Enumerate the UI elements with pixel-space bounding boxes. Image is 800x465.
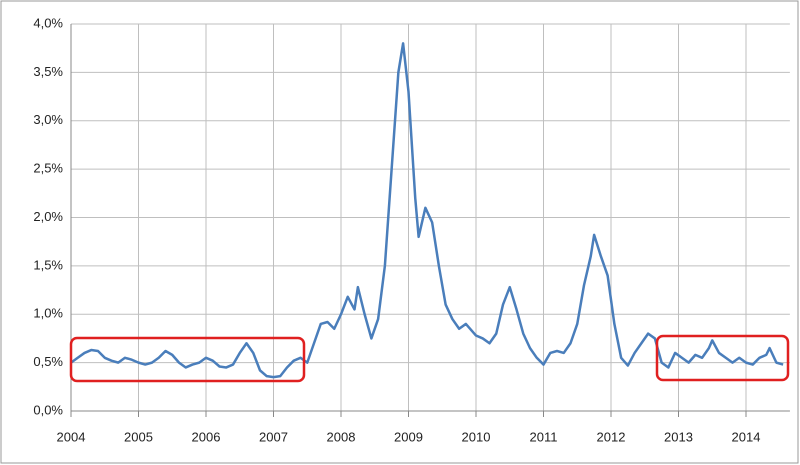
x-tick-label: 2010: [462, 429, 491, 444]
y-tick-label: 2,0%: [33, 209, 63, 224]
y-tick-label: 4,0%: [33, 15, 63, 30]
x-tick-label: 2011: [530, 429, 558, 444]
y-tick-label: 3,5%: [33, 64, 63, 79]
highlight-box: [69, 336, 306, 383]
series-line: [70, 42, 784, 379]
y-tick-label: 2,5%: [33, 161, 63, 176]
grid: [70, 23, 790, 417]
x-tick-label: 2005: [124, 429, 153, 444]
y-tick-label: 0,5%: [33, 354, 63, 369]
y-tick-label: 0,0%: [33, 402, 63, 417]
x-tick-label: 2004: [57, 429, 86, 444]
x-tick-label: 2012: [597, 429, 626, 444]
x-tick-label: 2006: [192, 429, 221, 444]
x-tick-label: 2013: [664, 429, 693, 444]
plot: [70, 42, 784, 379]
y-tick-label: 1,5%: [33, 257, 63, 272]
x-tick-label: 2009: [394, 429, 423, 444]
x-tick-label: 2014: [732, 429, 761, 444]
x-tick-label: 2008: [327, 429, 356, 444]
y-tick-label: 1,0%: [33, 306, 63, 321]
y-tick-label: 3,0%: [33, 112, 63, 127]
highlight-box: [655, 334, 790, 382]
x-tick-label: 2007: [259, 429, 288, 444]
